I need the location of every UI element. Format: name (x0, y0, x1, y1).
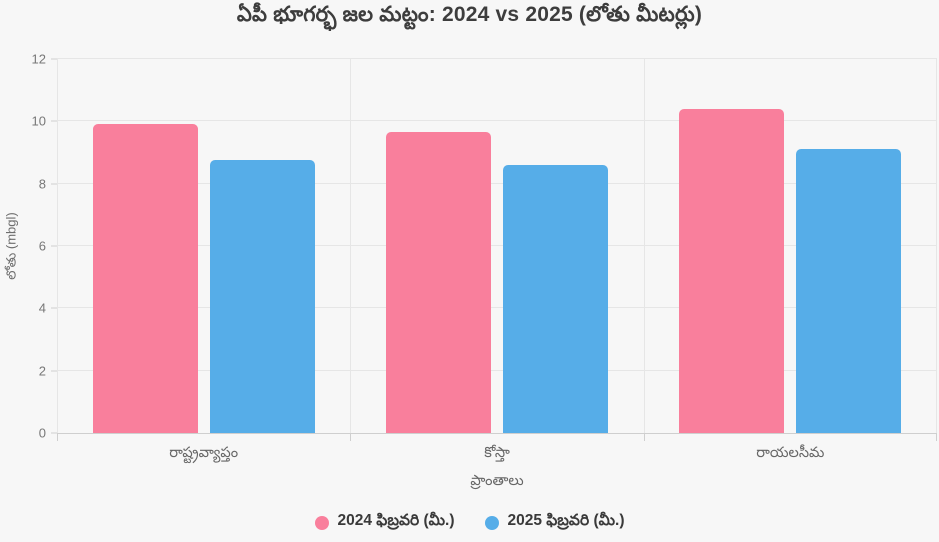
gridline-y-10 (57, 120, 937, 122)
x-tick-1 (350, 433, 352, 441)
x-axis-title: ప్రాంతాలు (470, 473, 524, 489)
gridline-y-2 (57, 369, 937, 371)
legend: 2024 ఫిబ్రవరి (మీ.) 2025 ఫిబ్రవరి (మీ.) (0, 512, 939, 533)
x-category-label-1: రాష్ట్రవ్యాప్తం (169, 445, 239, 461)
gridline-y-4 (57, 307, 937, 309)
gridline-x-1 (350, 59, 352, 433)
y-tick-6 (51, 245, 57, 247)
gridline-y-6 (57, 245, 937, 246)
x-tick-3 (936, 433, 937, 441)
y-tick-label-0: 0 (38, 425, 46, 441)
y-tick-0 (51, 432, 57, 434)
chart-title: ఏపీ భూగర్భ జల మట్టం: 2024 vs 2025 (లోతు … (236, 3, 703, 26)
y-axis-title: లోతు (mbgl) (3, 212, 19, 280)
bar-రాయలసీమ-2024 ఫిబ్రవరి (మీ.) (679, 108, 785, 433)
gridline-x-2 (643, 59, 645, 433)
bar-కోస్తా-2024 ఫిబ్రవరి (మీ.) (386, 132, 491, 433)
y-tick-12 (51, 58, 57, 60)
bar-కోస్తా-2025 ఫిబ్రవరి (మీ.) (503, 164, 608, 433)
bar-రాష్ట్రవ్యాప్తం-2024 ఫిబ్రవరి (మీ.) (92, 124, 198, 433)
gridline-x-3 (936, 59, 937, 433)
x-tick-0 (57, 433, 58, 441)
legend-label: 2025 ఫిబ్రవరి (మీ.) (507, 512, 625, 529)
y-tick-label-4: 4 (38, 300, 46, 316)
y-tick-label-2: 2 (38, 363, 46, 379)
y-tick-4 (51, 307, 57, 309)
bar-రాయలసీమ-2025 ఫిబ్రవరి (మీ.) (796, 149, 902, 433)
y-tick-label-8: 8 (38, 176, 46, 192)
x-category-label-3: రాయలసీమ (756, 445, 825, 461)
bar-రాష్ట్రవ్యాప్తం-2025 ఫిబ్రవరి (మీ.) (209, 160, 315, 433)
legend-label: 2024 ఫిబ్రవరి (మీ.) (337, 512, 455, 529)
y-tick-2 (51, 370, 57, 372)
y-tick-label-10: 10 (31, 113, 46, 129)
y-tick-label-12: 12 (31, 51, 46, 67)
legend-item-2[interactable]: 2025 ఫిబ్రవరి (మీ.) (484, 512, 625, 533)
y-tick-8 (51, 183, 57, 185)
y-tick-label-6: 6 (38, 238, 46, 254)
x-tick-2 (643, 433, 645, 441)
x-category-label-2: కోస్తా (484, 445, 510, 461)
y-tick-10 (51, 120, 57, 122)
plot-area: 0 2 4 6 8 10 12 రాష్ట్రవ్యాప్తం కోస్తా రాయలసీమ (32, 53, 937, 461)
gridline-x-0 (57, 59, 58, 433)
legend-swatch-icon (484, 515, 499, 530)
legend-swatch-icon (314, 515, 329, 530)
gridline-y-8 (57, 182, 937, 184)
gridline-y-12 (57, 58, 937, 59)
legend-item-1[interactable]: 2024 ఫిబ్రవరి (మీ.) (314, 512, 455, 533)
